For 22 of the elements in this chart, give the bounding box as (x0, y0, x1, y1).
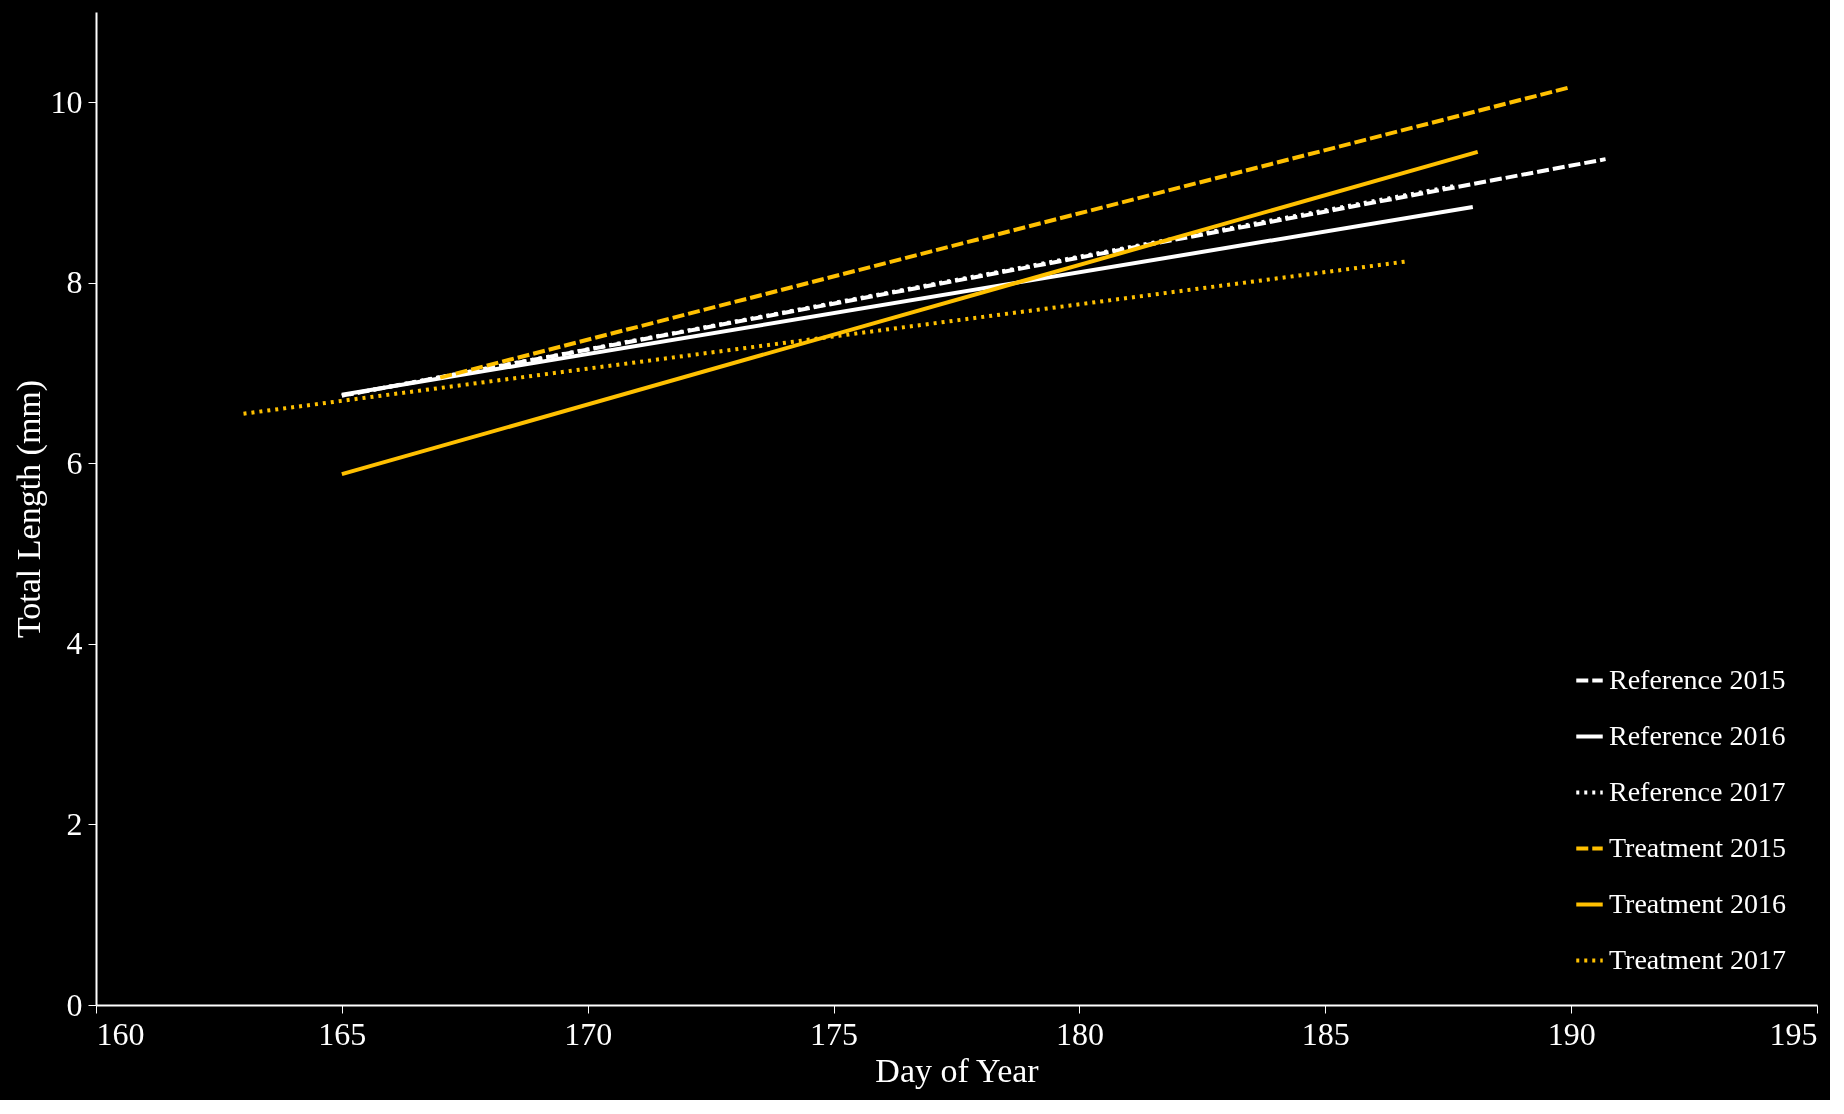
x-tick-label: 195 (1769, 1015, 1818, 1052)
legend-label: Reference 2017 (1609, 775, 1786, 807)
x-tick-label: 170 (564, 1015, 613, 1052)
y-tick-label: 4 (66, 625, 83, 662)
y-tick-label: 8 (66, 264, 83, 301)
legend-label: Reference 2015 (1609, 663, 1786, 695)
y-axis-title: Total Length (mm) (9, 379, 48, 639)
x-tick-label: 160 (96, 1015, 145, 1052)
x-tick-label: 185 (1301, 1015, 1350, 1052)
x-tick-label: 175 (810, 1015, 859, 1052)
legend-label: Treatment 2016 (1609, 887, 1787, 919)
legend-label: Treatment 2015 (1609, 831, 1787, 863)
legend-label: Treatment 2017 (1609, 943, 1787, 975)
y-tick-label: 10 (50, 83, 83, 120)
y-tick-label: 0 (66, 986, 83, 1023)
y-tick-label: 2 (66, 805, 83, 842)
legend-label: Reference 2016 (1609, 719, 1786, 751)
x-tick-label: 190 (1547, 1015, 1596, 1052)
x-tick-label: 165 (318, 1015, 367, 1052)
x-tick-label: 180 (1055, 1015, 1104, 1052)
x-axis-title: Day of Year (875, 1051, 1040, 1089)
y-tick-label: 6 (66, 444, 83, 481)
